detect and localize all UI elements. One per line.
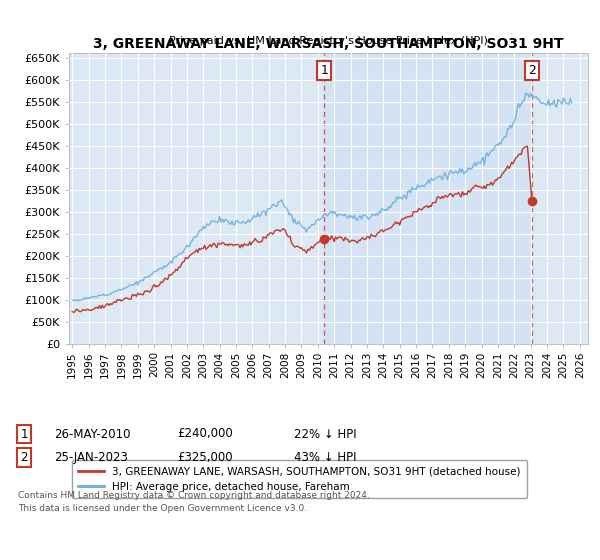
Text: 26-MAY-2010: 26-MAY-2010 [54,427,131,441]
Text: Price paid vs. HM Land Registry's House Price Index (HPI): Price paid vs. HM Land Registry's House … [169,36,488,46]
Text: 43% ↓ HPI: 43% ↓ HPI [294,451,356,464]
Text: £325,000: £325,000 [177,451,233,464]
Text: 1: 1 [320,64,328,77]
Title: 3, GREENAWAY LANE, WARSASH, SOUTHAMPTON, SO31 9HT: 3, GREENAWAY LANE, WARSASH, SOUTHAMPTON,… [93,36,564,50]
Text: 25-JAN-2023: 25-JAN-2023 [54,451,128,464]
Legend: 3, GREENAWAY LANE, WARSASH, SOUTHAMPTON, SO31 9HT (detached house), HPI: Average: 3, GREENAWAY LANE, WARSASH, SOUTHAMPTON,… [71,460,527,498]
Bar [325,53,532,344]
Text: 1: 1 [20,427,28,441]
Text: This data is licensed under the Open Government Licence v3.0.: This data is licensed under the Open Gov… [18,504,307,513]
Text: £240,000: £240,000 [177,427,233,441]
Text: Contains HM Land Registry data © Crown copyright and database right 2024.: Contains HM Land Registry data © Crown c… [18,491,370,500]
Text: 2: 2 [528,64,536,77]
Text: 22% ↓ HPI: 22% ↓ HPI [294,427,356,441]
Text: 2: 2 [20,451,28,464]
